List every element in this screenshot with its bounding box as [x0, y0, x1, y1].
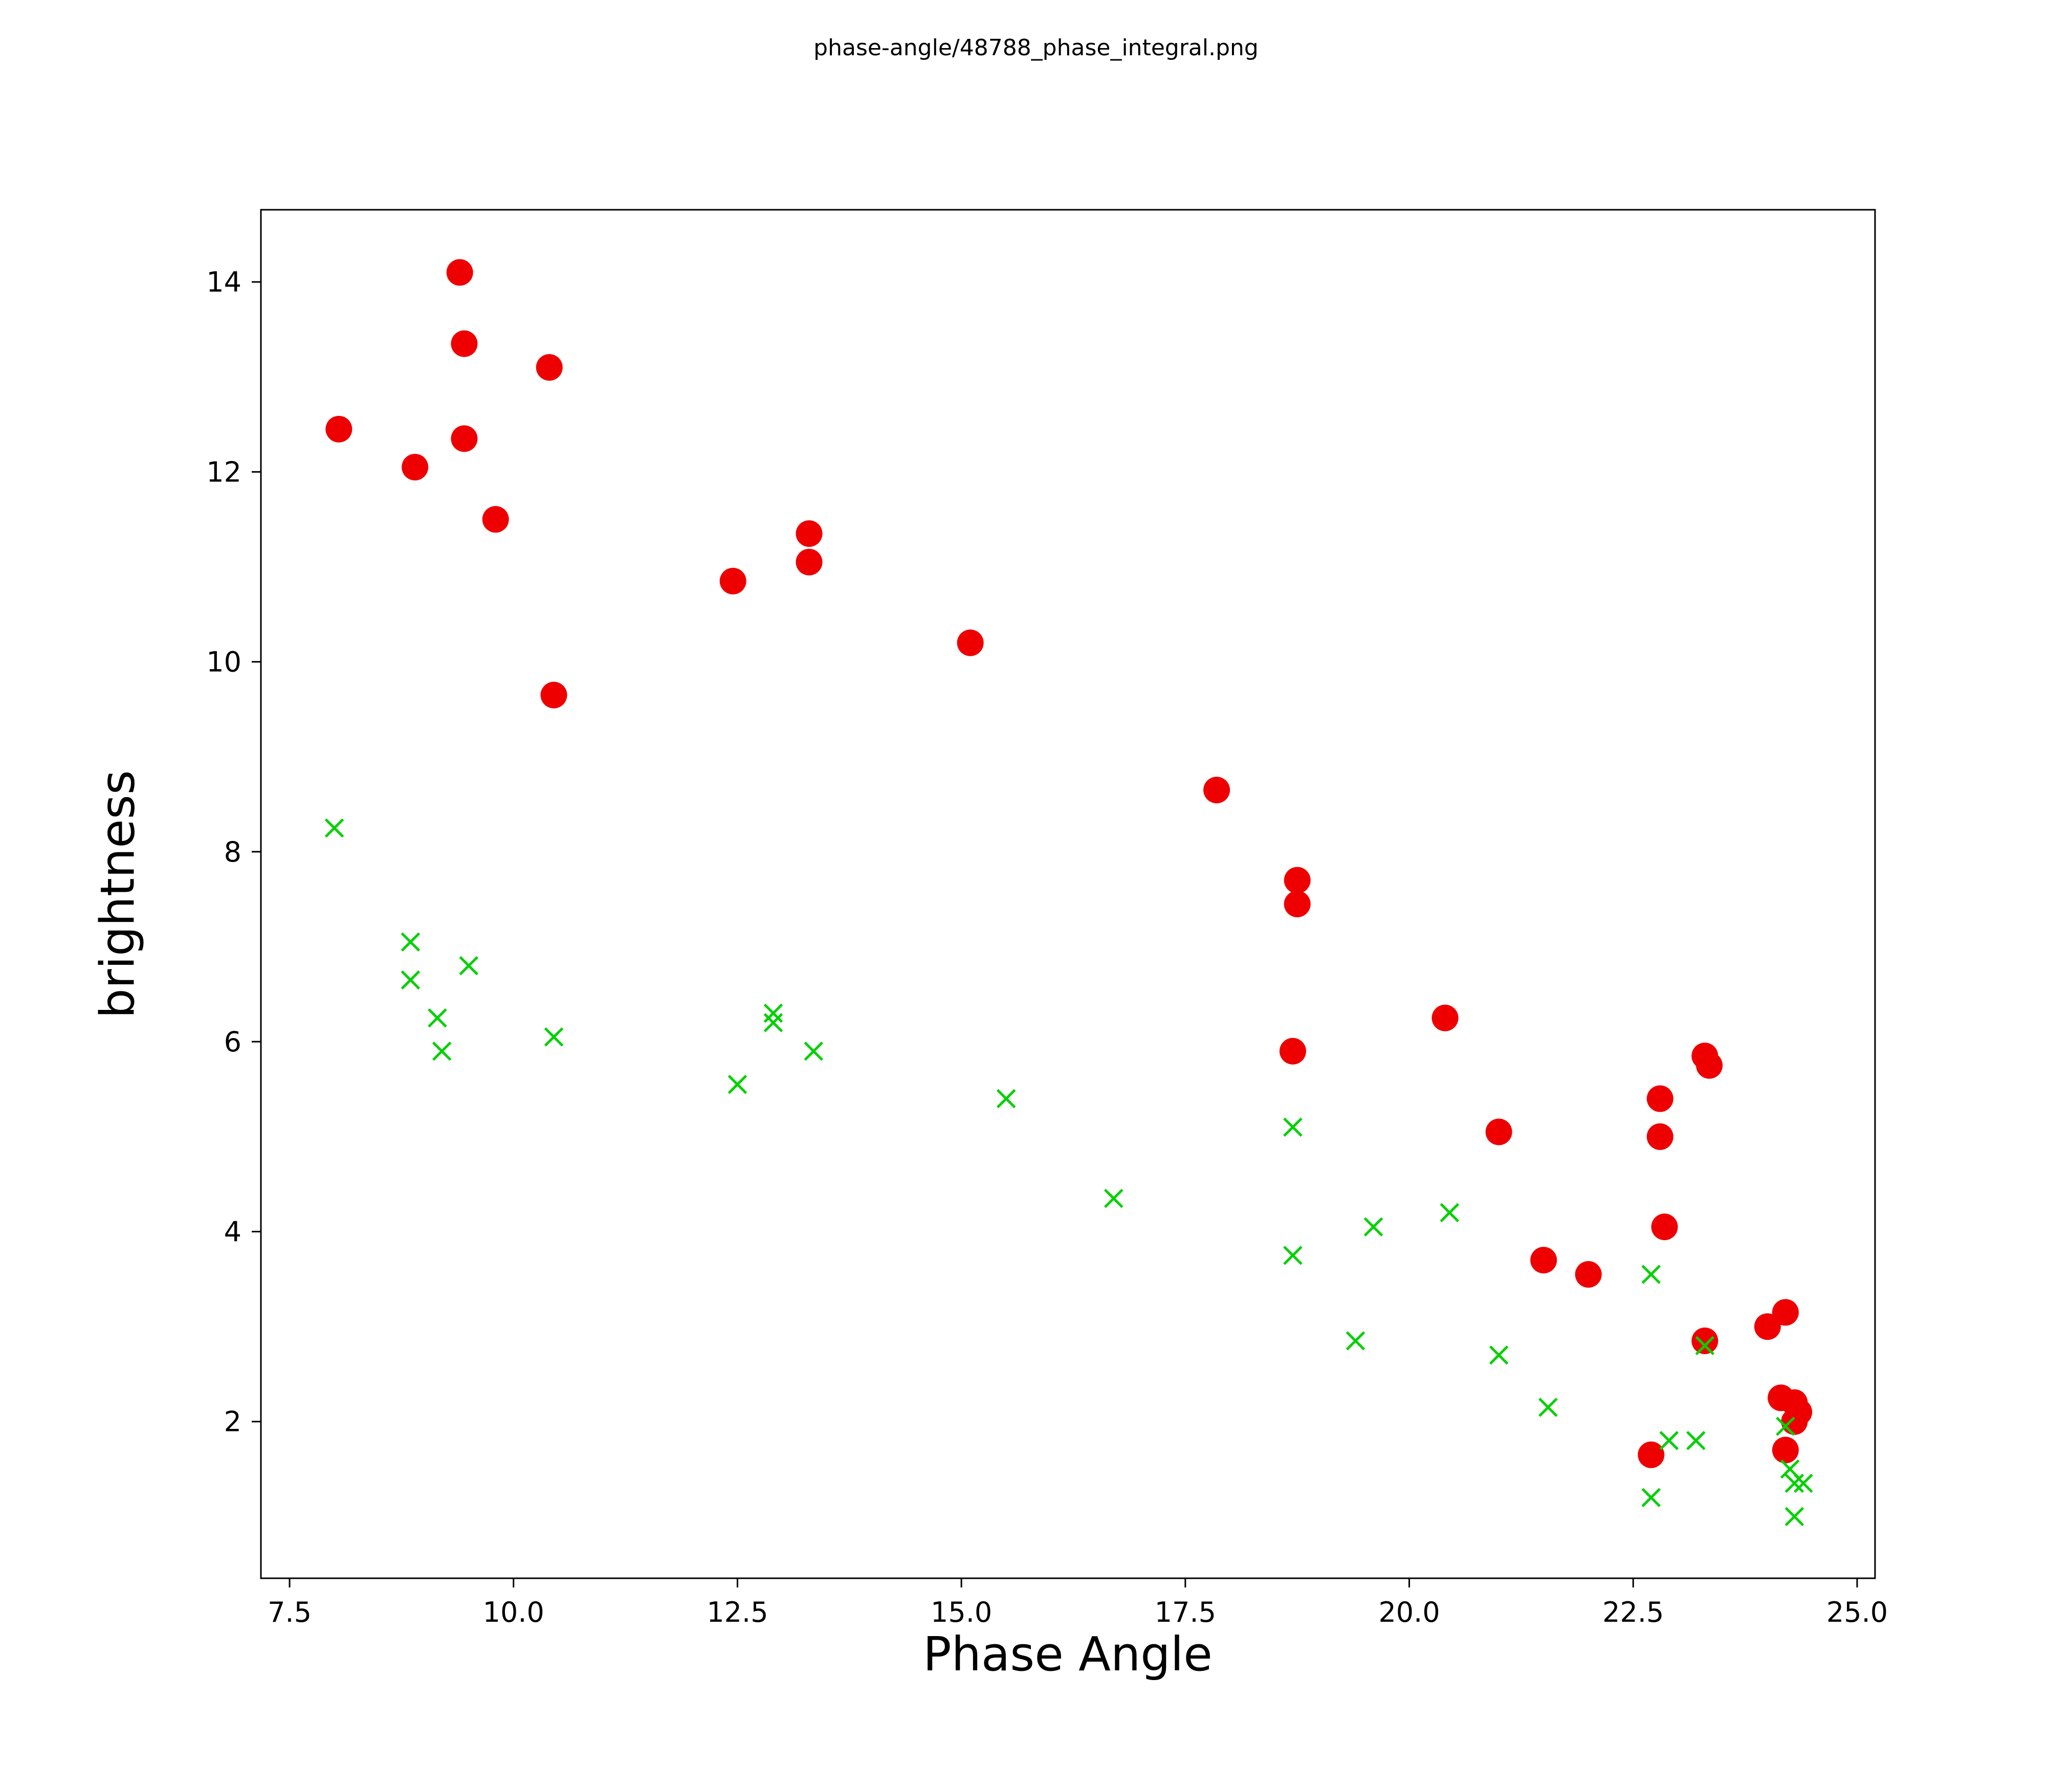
data-point-circle [1754, 1313, 1781, 1340]
data-point-x [1641, 1488, 1661, 1507]
y-axis-label: brightness [90, 770, 145, 1019]
y-tick-label: 6 [224, 1026, 241, 1058]
x-tick-label: 15.0 [931, 1596, 992, 1628]
data-point-circle [325, 415, 352, 443]
y-tick-label: 12 [206, 456, 241, 488]
y-tick-label: 2 [224, 1406, 241, 1438]
data-point-circle [1781, 1408, 1808, 1435]
data-point-x [544, 1027, 564, 1047]
data-point-x [1440, 1203, 1460, 1223]
x-tick-label: 17.5 [1155, 1596, 1216, 1628]
x-tick-label: 20.0 [1378, 1596, 1440, 1628]
data-point-circle [482, 506, 509, 533]
data-point-circle [1646, 1085, 1673, 1112]
x-tick-label: 7.5 [268, 1596, 312, 1628]
data-point-x [324, 818, 344, 838]
data-point-circle [1575, 1261, 1602, 1288]
data-point-x [1283, 1246, 1303, 1265]
data-point-x [1784, 1507, 1804, 1527]
data-point-circle [1203, 777, 1230, 804]
data-point-x [1780, 1459, 1800, 1479]
data-point-x [1489, 1345, 1509, 1365]
y-tick-label: 10 [206, 646, 241, 678]
data-point-circle [1485, 1118, 1512, 1145]
chart-title: phase-angle/48788_phase_integral.png [813, 35, 1259, 61]
data-point-circle [1638, 1441, 1665, 1468]
data-point-circle [1284, 890, 1311, 917]
y-tick-label: 14 [206, 266, 241, 298]
data-point-x [1641, 1265, 1661, 1284]
axes-spines [260, 209, 1876, 1579]
data-point-x [428, 1008, 447, 1028]
data-point-circle [402, 454, 429, 481]
data-point-x [1363, 1217, 1383, 1237]
data-point-circle [1530, 1247, 1557, 1274]
data-point-x [1686, 1431, 1706, 1450]
data-point-circle [1772, 1437, 1799, 1464]
data-point-circle [536, 354, 563, 381]
data-point-x [1784, 1473, 1804, 1493]
data-point-circle [1646, 1123, 1673, 1150]
data-point-x [432, 1041, 452, 1061]
data-point-x [1104, 1188, 1123, 1208]
x-tick-label: 10.0 [483, 1596, 544, 1628]
data-point-x [1794, 1473, 1813, 1493]
data-point-x [1283, 1117, 1303, 1137]
data-point-x [804, 1041, 824, 1061]
x-axis-label: Phase Angle [923, 1627, 1213, 1682]
y-tick-label: 8 [224, 836, 241, 868]
data-point-circle [1651, 1214, 1678, 1241]
data-point-x [1538, 1398, 1558, 1417]
data-point-circle [957, 629, 984, 656]
y-tick-label: 4 [224, 1216, 241, 1248]
data-point-x [763, 1013, 783, 1032]
data-point-circle [446, 259, 473, 286]
data-point-x [401, 932, 421, 952]
data-point-circle [1284, 867, 1311, 894]
data-point-circle [1696, 1052, 1723, 1079]
data-point-x [459, 956, 478, 976]
data-point-x [996, 1089, 1016, 1109]
data-point-x [728, 1074, 747, 1094]
data-point-circle [796, 520, 823, 547]
data-point-circle [1279, 1038, 1306, 1065]
data-point-circle [451, 330, 478, 357]
data-point-circle [796, 548, 823, 576]
data-point-circle [1691, 1327, 1718, 1354]
data-point-x [1776, 1417, 1795, 1436]
data-point-x [401, 970, 421, 990]
data-point-circle [540, 681, 567, 709]
x-tick-label: 12.5 [707, 1596, 768, 1628]
data-point-x [1659, 1431, 1679, 1450]
data-point-x [1695, 1336, 1715, 1355]
data-point-x [1346, 1331, 1365, 1351]
data-point-circle [451, 425, 478, 452]
x-tick-label: 22.5 [1602, 1596, 1664, 1628]
x-tick-label: 25.0 [1826, 1596, 1888, 1628]
data-point-circle [719, 567, 746, 594]
data-point-x [763, 1003, 783, 1023]
data-point-circle [1772, 1299, 1799, 1326]
data-point-circle [1431, 1004, 1459, 1031]
